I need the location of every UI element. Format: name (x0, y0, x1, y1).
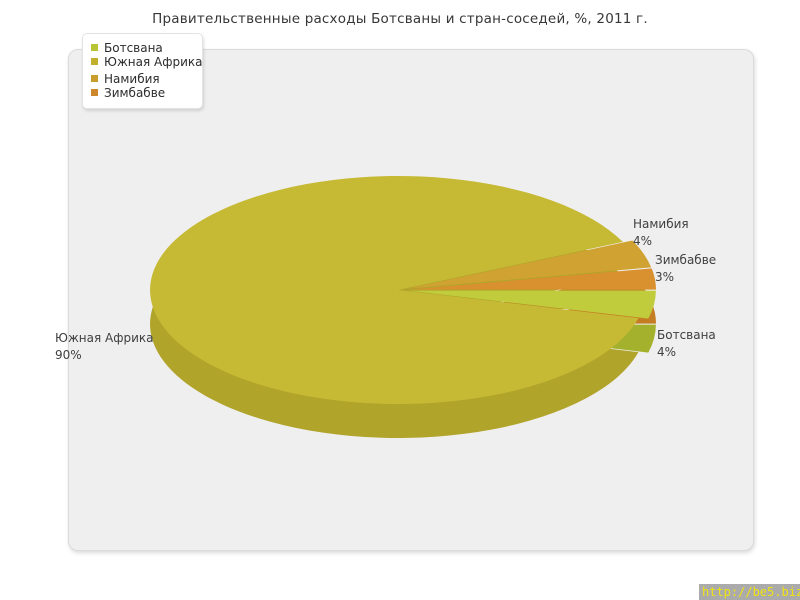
slice-label-text: Ботсвана (657, 328, 716, 342)
slice-label-pct: 3% (655, 270, 675, 284)
slice-label-pct: 4% (657, 345, 677, 359)
slice-label-pct: 90% (55, 348, 82, 362)
page-title: Правительственные расходы Ботсваны и стр… (152, 11, 648, 27)
watermark-link[interactable]: http://be5.biz/ (699, 584, 800, 600)
slice-label-text: Южная Африка (55, 331, 154, 345)
legend-item-namibia[interactable]: Намибия (91, 71, 194, 86)
slice-label-namibia: Намибия 4% (633, 216, 689, 250)
legend-swatch-icon (91, 89, 98, 96)
legend-label: Ботсвана (104, 40, 163, 55)
slice-label-text: Намибия (633, 217, 689, 231)
legend: Ботсвана Южная Африка Намибия Зимбабве (82, 33, 203, 109)
slice-label-zimbabwe: Зимбабве 3% (655, 252, 716, 286)
legend-label: Намибия (104, 71, 160, 86)
pie-slice-1[interactable] (150, 175, 639, 404)
legend-item-botswana[interactable]: Ботсвана (91, 40, 194, 55)
slice-label-pct: 4% (633, 234, 653, 248)
pie-slice-2[interactable] (407, 240, 652, 289)
legend-swatch-icon (91, 58, 98, 65)
pie-slice-3[interactable] (408, 268, 656, 290)
legend-item-south-africa[interactable]: Южная Африка (91, 55, 202, 69)
slice-label-botswana: Ботсвана 4% (657, 327, 716, 361)
legend-label: Зимбабве (104, 85, 166, 100)
legend-swatch-icon (91, 44, 98, 51)
slice-label-south-africa: Южная Африка 90% (55, 330, 153, 364)
slice-label-text: Зимбабве (655, 253, 717, 267)
legend-item-zimbabwe[interactable]: Зимбабве (91, 85, 194, 100)
legend-swatch-icon (91, 75, 98, 82)
pie-slice-0[interactable] (407, 290, 656, 319)
legend-label: Южная Африка (104, 54, 203, 69)
